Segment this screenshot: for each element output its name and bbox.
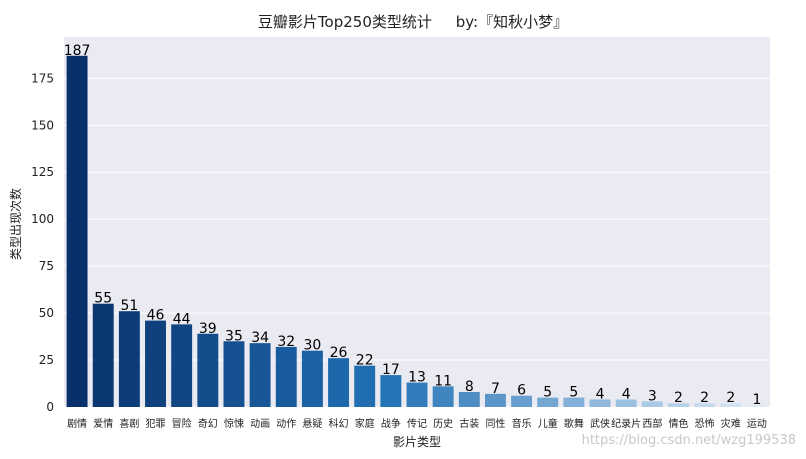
x-tick-label: 音乐 (512, 417, 532, 430)
bar (720, 403, 742, 407)
bar (746, 405, 768, 407)
data-label: 51 (120, 298, 138, 314)
y-tick-label: 25 (39, 353, 54, 367)
x-tick-label: 家庭 (355, 417, 375, 430)
x-tick-label: 科幻 (329, 417, 349, 430)
data-label: 34 (251, 330, 269, 346)
data-label: 30 (303, 338, 321, 354)
bar (432, 386, 454, 407)
bar (484, 393, 506, 407)
bar (537, 397, 559, 407)
data-label: 2 (674, 390, 683, 406)
bar (641, 401, 663, 407)
data-label: 5 (569, 385, 578, 401)
data-label: 44 (173, 311, 191, 327)
y-axis-label: 类型出现次数 (8, 188, 23, 260)
data-label: 46 (147, 308, 165, 324)
data-label: 35 (225, 328, 243, 344)
data-label: 3 (648, 388, 657, 404)
y-axis-ticks: 0 25 50 75 100 125 150 175 (31, 71, 54, 414)
x-tick-label: 剧情 (67, 417, 87, 430)
x-tick-label: 悬疑 (302, 418, 322, 430)
x-tick-label: 歌舞 (564, 417, 584, 430)
y-tick-label: 100 (31, 212, 54, 226)
y-tick-label: 175 (31, 71, 54, 85)
x-tick-label: 喜剧 (119, 417, 139, 430)
data-label: 22 (356, 353, 374, 369)
x-tick-label: 古装 (459, 417, 479, 430)
x-tick-label: 动作 (276, 418, 296, 430)
y-tick-label: 0 (46, 400, 54, 414)
data-label: 39 (199, 321, 217, 337)
bar (223, 341, 245, 407)
data-label: 2 (726, 390, 735, 406)
x-tick-label: 武侠 (590, 417, 610, 430)
x-tick-label: 灾难 (721, 417, 741, 430)
x-tick-label: 奇幻 (198, 417, 218, 430)
x-tick-label: 运动 (747, 418, 767, 430)
x-tick-label: 历史 (433, 418, 453, 430)
x-tick-label: 传记 (407, 418, 427, 430)
data-label: 5 (543, 385, 552, 401)
bar (694, 403, 716, 407)
x-tick-label: 惊悚 (224, 417, 244, 430)
x-tick-label: 西部 (642, 417, 662, 430)
data-label: 4 (596, 386, 605, 402)
bar (275, 346, 297, 407)
x-tick-label: 冒险 (172, 417, 192, 430)
x-tick-label: 情色 (668, 417, 688, 430)
bar (563, 397, 585, 407)
x-tick-label: 动画 (250, 418, 270, 430)
bar (197, 333, 219, 407)
bar (668, 403, 689, 407)
x-tick-label: 爱情 (93, 417, 113, 430)
bar (615, 399, 637, 407)
data-label: 1 (752, 392, 761, 408)
y-tick-label: 50 (39, 306, 54, 320)
bars (66, 55, 768, 407)
bar (92, 303, 114, 407)
x-tick-label: 犯罪 (146, 418, 166, 430)
bar (118, 311, 140, 407)
watermark: https://blog.csdn.net/wzg199538 (582, 433, 796, 448)
data-label: 55 (94, 291, 112, 307)
data-label: 13 (408, 370, 426, 386)
bar (171, 324, 193, 407)
bar (380, 375, 402, 407)
bar (301, 350, 323, 407)
bar (589, 399, 611, 407)
data-label: 6 (517, 383, 526, 399)
data-label: 4 (622, 386, 631, 402)
x-tick-label: 儿童 (538, 417, 558, 430)
data-label: 32 (277, 334, 295, 350)
data-label: 2 (700, 390, 709, 406)
x-tick-label: 纪录片 (611, 417, 641, 430)
data-label: 26 (330, 345, 348, 361)
x-axis-ticks: 剧情 爱情 喜剧 犯罪 冒险 奇幻 惊悚 动画 动作 悬疑 科幻 家庭 战争 传记 历史 古装 同性 音乐 儿童 歌舞… (67, 417, 767, 430)
y-tick-label: 150 (31, 118, 54, 132)
x-tick-label: 同性 (485, 417, 505, 430)
x-axis-label: 影片类型 (393, 435, 441, 449)
bar (145, 320, 166, 407)
bar (406, 382, 428, 407)
x-tick-label: 战争 (381, 417, 401, 430)
bar (511, 395, 533, 407)
x-tick-label: 恐怖 (695, 417, 715, 430)
bar (249, 343, 271, 407)
data-label: 8 (465, 379, 474, 395)
y-tick-label: 125 (31, 165, 54, 179)
data-label: 17 (382, 362, 400, 378)
data-label: 7 (491, 381, 500, 397)
y-tick-label: 75 (39, 259, 54, 273)
bar (458, 391, 480, 407)
bar (66, 55, 88, 407)
bar (354, 365, 376, 407)
data-label: 187 (64, 43, 91, 59)
plot-area (64, 37, 770, 407)
data-label: 11 (434, 373, 452, 389)
chart-title: 豆瓣影片Top250类型统计 by:『知秋小梦』 (258, 13, 568, 31)
bar (328, 358, 350, 407)
